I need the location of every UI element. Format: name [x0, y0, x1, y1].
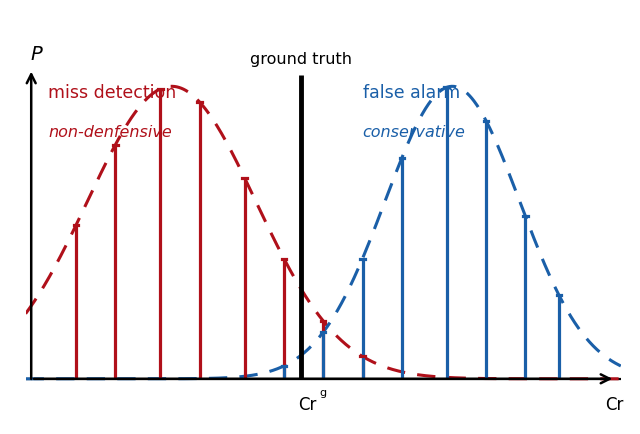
- Text: non-denfensive: non-denfensive: [48, 125, 172, 140]
- Text: false alarm: false alarm: [362, 84, 460, 102]
- Text: conservative: conservative: [362, 125, 465, 140]
- Text: Cr: Cr: [298, 395, 316, 413]
- Text: miss detection: miss detection: [48, 84, 176, 102]
- Text: ground truth: ground truth: [250, 52, 352, 67]
- Text: g: g: [319, 387, 326, 397]
- Text: Cr: Cr: [605, 395, 623, 413]
- Text: P: P: [30, 45, 42, 64]
